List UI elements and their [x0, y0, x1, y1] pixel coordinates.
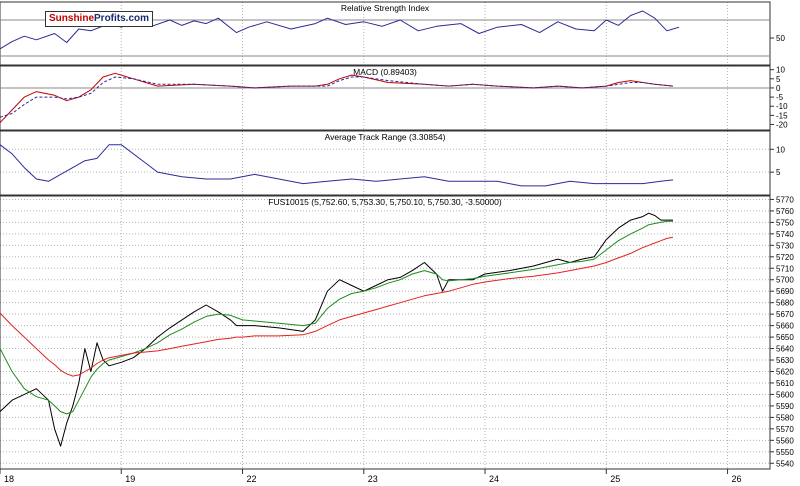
- y-tick-label-price-5560: 5560: [776, 436, 794, 445]
- y-tick-label-price-5770: 5770: [776, 195, 794, 204]
- x-tick-label-19: 19: [125, 474, 135, 484]
- y-tick-label-macd-0: 0: [776, 84, 781, 93]
- y-tick-label-price-5570: 5570: [776, 425, 794, 434]
- y-tick-label-price-5540: 5540: [776, 459, 794, 468]
- y-tick-label-price-5760: 5760: [776, 207, 794, 216]
- y-tick-label-macd--15: -15: [776, 111, 788, 120]
- y-tick-label-macd--20: -20: [776, 121, 788, 130]
- y-tick-label-macd--10: -10: [776, 102, 788, 111]
- series-atr-0: [0, 144, 674, 187]
- logo: SunshineProfits.com: [45, 11, 154, 27]
- series-rsi-0: [0, 10, 680, 50]
- y-tick-label-price-5550: 5550: [776, 448, 794, 457]
- series-price-2: [0, 236, 674, 377]
- y-tick-label-atr-10: 10: [776, 145, 785, 154]
- y-tick-label-price-5650: 5650: [776, 333, 794, 342]
- x-tick-label-23: 23: [368, 474, 378, 484]
- y-tick-label-price-5720: 5720: [776, 253, 794, 262]
- x-tick-label-18: 18: [4, 474, 14, 484]
- series-price-1: [0, 220, 673, 415]
- y-tick-label-price-5690: 5690: [776, 287, 794, 296]
- y-tick-label-atr-5: 5: [776, 168, 781, 177]
- y-tick-label-price-5730: 5730: [776, 241, 794, 250]
- x-tick-label-24: 24: [489, 474, 499, 484]
- panel-frame-price: [0, 195, 771, 470]
- panel-title-atr: Average Track Range (3.30854): [325, 132, 446, 142]
- y-tick-label-price-5750: 5750: [776, 218, 794, 227]
- series-macd-1: [0, 76, 674, 118]
- y-tick-label-rsi-50: 50: [776, 34, 785, 43]
- y-tick-label-price-5630: 5630: [776, 356, 794, 365]
- y-tick-label-price-5740: 5740: [776, 230, 794, 239]
- x-tick-label-25: 25: [610, 474, 620, 484]
- y-tick-label-price-5620: 5620: [776, 368, 794, 377]
- y-tick-label-macd-10: 10: [776, 66, 785, 75]
- panel-title-price: FUS10015 (5,752.60, 5,753.30, 5,750.10, …: [268, 197, 502, 207]
- y-tick-label-price-5640: 5640: [776, 345, 794, 354]
- y-tick-label-price-5680: 5680: [776, 299, 794, 308]
- y-tick-label-price-5600: 5600: [776, 390, 794, 399]
- series-price-0: [0, 212, 673, 447]
- panel-frame-macd: [0, 65, 771, 131]
- x-tick-label-22: 22: [247, 474, 257, 484]
- panel-frame-rsi: [0, 1, 771, 66]
- y-tick-label-macd--5: -5: [776, 93, 784, 102]
- y-tick-label-price-5580: 5580: [776, 413, 794, 422]
- x-tick-label-26: 26: [732, 474, 742, 484]
- grid-layer: [0, 2, 770, 469]
- y-tick-label-price-5670: 5670: [776, 310, 794, 319]
- panel-frame-atr: [0, 130, 771, 196]
- axes: 18 19 22 23 24 25 26501050-5-10-15-20105577057…: [0, 34, 794, 484]
- panel-title-rsi: Relative Strength Index: [341, 3, 430, 13]
- y-tick-label-price-5710: 5710: [776, 264, 794, 273]
- y-tick-label-price-5590: 5590: [776, 402, 794, 411]
- logo-text-sunshine: Sunshine: [49, 13, 95, 24]
- y-tick-label-price-5660: 5660: [776, 322, 794, 331]
- panel-titles: Relative Strength Index MACD (0.89403) Ave…: [268, 3, 502, 207]
- y-tick-label-price-5700: 5700: [776, 276, 794, 285]
- panel-title-macd: MACD (0.89403): [353, 67, 417, 77]
- logo-text-profits: Profits.com: [94, 13, 150, 24]
- y-tick-label-price-5610: 5610: [776, 379, 794, 388]
- y-tick-label-macd-5: 5: [776, 75, 781, 84]
